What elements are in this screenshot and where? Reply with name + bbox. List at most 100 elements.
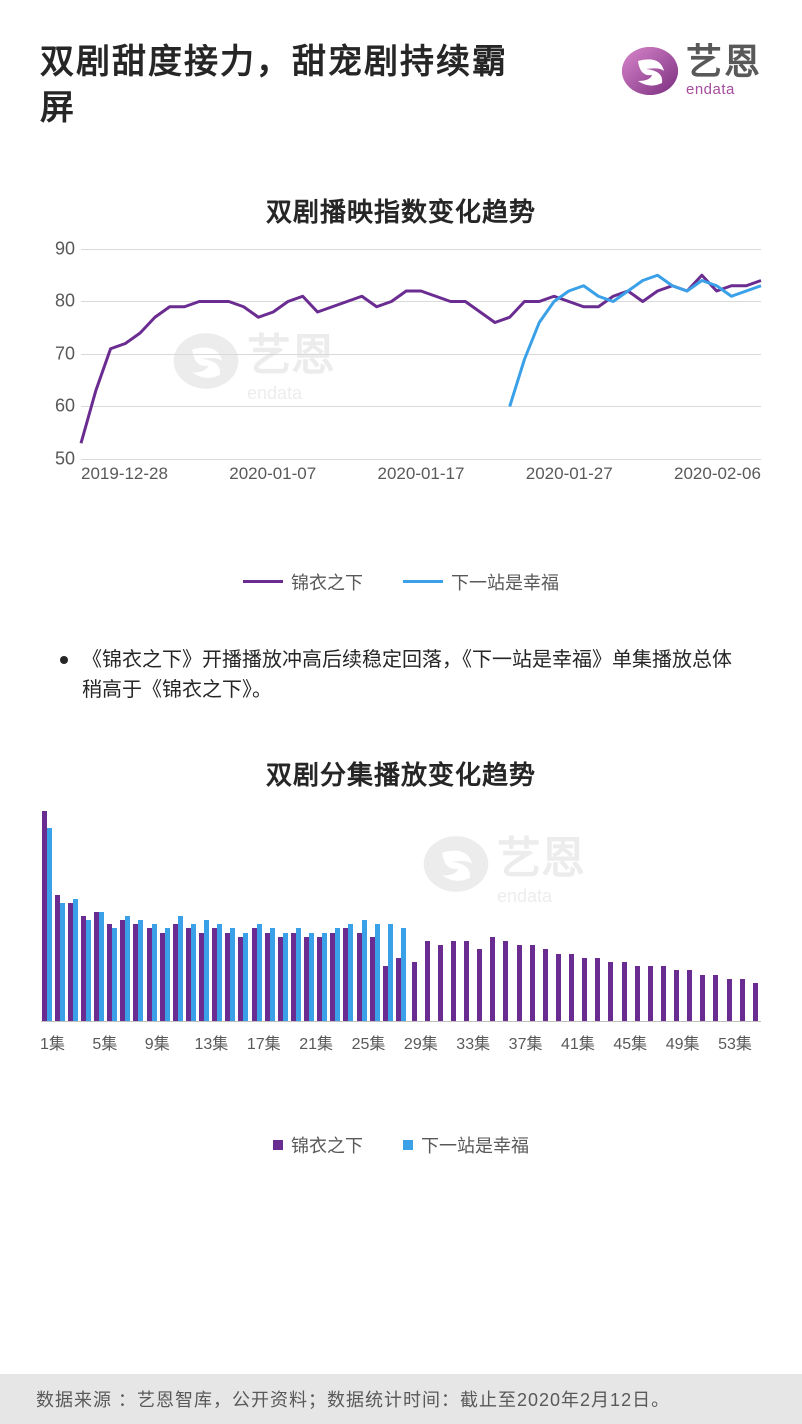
bar-series2 [375, 924, 380, 1021]
bar-group [395, 812, 406, 1021]
page-title: 双剧甜度接力，甜宠剧持续霸屏 [40, 40, 540, 132]
bar-series1 [648, 966, 653, 1021]
bar-series2 [60, 903, 65, 1021]
bullet-text-content: 《锦衣之下》开播播放冲高后续稳定回落，《下一站是幸福》单集播放总体稍高于《锦衣之… [82, 645, 742, 705]
bar-series2 [322, 933, 327, 1021]
bar-series1 [740, 979, 745, 1021]
bar-group [710, 812, 721, 1021]
bar-series2 [178, 916, 183, 1021]
bar-series1 [530, 945, 535, 1021]
bar-series2 [152, 924, 157, 1021]
y-tick-label: 60 [55, 396, 75, 417]
bar-series1 [425, 941, 430, 1021]
legend-item: 下一站是幸福 [403, 569, 559, 595]
bar-group [172, 812, 183, 1021]
bar-group [264, 812, 275, 1021]
bar-x-tick-label: 37集 [509, 1030, 543, 1054]
bar-series2 [388, 924, 393, 1021]
legend-swatch [403, 1140, 413, 1150]
bar-series2 [73, 899, 78, 1021]
y-tick-label: 80 [55, 291, 75, 312]
bar-series1 [438, 945, 443, 1021]
bar-x-tick-label: 25集 [352, 1030, 386, 1054]
bar-group [500, 812, 511, 1021]
legend-item: 锦衣之下 [273, 1132, 363, 1158]
x-tick-label: 2020-01-17 [378, 464, 465, 484]
bar-series1 [635, 966, 640, 1021]
bar-group [697, 812, 708, 1021]
legend-swatch [243, 580, 283, 583]
bar-series1 [608, 962, 613, 1021]
bar-group [382, 812, 393, 1021]
bar-x-tick-label: 45集 [613, 1030, 647, 1054]
legend-label: 锦衣之下 [291, 569, 363, 595]
bar-x-tick-label: 17集 [247, 1030, 281, 1054]
bar-group [225, 812, 236, 1021]
legend-item: 锦衣之下 [243, 569, 363, 595]
bar-group [566, 812, 577, 1021]
bar-group [343, 812, 354, 1021]
x-tick-label: 2020-01-07 [229, 464, 316, 484]
bar-group [684, 812, 695, 1021]
bar-series2 [191, 924, 196, 1021]
bar-x-tick-label: 21集 [299, 1030, 333, 1054]
logo-text-en: endata [686, 82, 762, 97]
bar-group [553, 812, 564, 1021]
y-tick-label: 90 [55, 238, 75, 259]
bar-group [238, 812, 249, 1021]
bar-group [212, 812, 223, 1021]
bar-plot-area [41, 812, 761, 1022]
bar-group [645, 812, 656, 1021]
bar-x-tick-label: 29集 [404, 1030, 438, 1054]
bar-series2 [86, 920, 91, 1021]
y-tick-label: 50 [55, 448, 75, 469]
bar-group [605, 812, 616, 1021]
bar-series2 [283, 933, 288, 1021]
bar-x-tick-label: 13集 [194, 1030, 228, 1054]
bar-x-tick-label: 9集 [145, 1030, 170, 1054]
bar-series2 [243, 933, 248, 1021]
x-tick-label: 2020-02-06 [674, 464, 761, 484]
bar-series1 [753, 983, 758, 1021]
bar-group [658, 812, 669, 1021]
bar-group [317, 812, 328, 1021]
bar-group [619, 812, 630, 1021]
bar-series1 [582, 958, 587, 1021]
bar-series2 [138, 920, 143, 1021]
bar-legend: 锦衣之下下一站是幸福 [40, 1132, 762, 1158]
bar-series1 [661, 966, 666, 1021]
bar-series1 [451, 941, 456, 1021]
bar-series2 [401, 928, 406, 1020]
bar-series1 [490, 937, 495, 1021]
bar-series1 [503, 941, 508, 1021]
bar-series2 [335, 928, 340, 1020]
y-axis: 5060708090 [41, 249, 81, 459]
bar-group [199, 812, 210, 1021]
x-tick-label: 2020-01-27 [526, 464, 613, 484]
bar-series1 [556, 954, 561, 1021]
bar-group [277, 812, 288, 1021]
bar-series2 [125, 916, 130, 1021]
legend-label: 下一站是幸福 [451, 569, 559, 595]
legend-swatch [403, 580, 443, 583]
bar-series1 [412, 962, 417, 1021]
bar-series2 [217, 924, 222, 1021]
bar-group [461, 812, 472, 1021]
bar-series1 [674, 970, 679, 1020]
bar-group [120, 812, 131, 1021]
bullet-dot-icon [60, 656, 68, 664]
bar-group [369, 812, 380, 1021]
logo-icon [620, 45, 680, 97]
bar-chart-section: 双剧分集播放变化趋势 艺恩endata 1集5集9集13集17集21集25集29… [40, 755, 762, 1158]
bar-group [527, 812, 538, 1021]
line-chart-title: 双剧播映指数变化趋势 [40, 192, 762, 229]
logo-text-cn: 艺恩 [686, 44, 762, 80]
x-axis: 2019-12-282020-01-072020-01-172020-01-27… [81, 464, 761, 484]
bar-series2 [348, 924, 353, 1021]
bar-series1 [569, 954, 574, 1021]
bar-group [107, 812, 118, 1021]
bar-x-tick-label: 5集 [92, 1030, 117, 1054]
bar-group [356, 812, 367, 1021]
bar-x-tick-label: 41集 [561, 1030, 595, 1054]
data-line [81, 275, 761, 443]
